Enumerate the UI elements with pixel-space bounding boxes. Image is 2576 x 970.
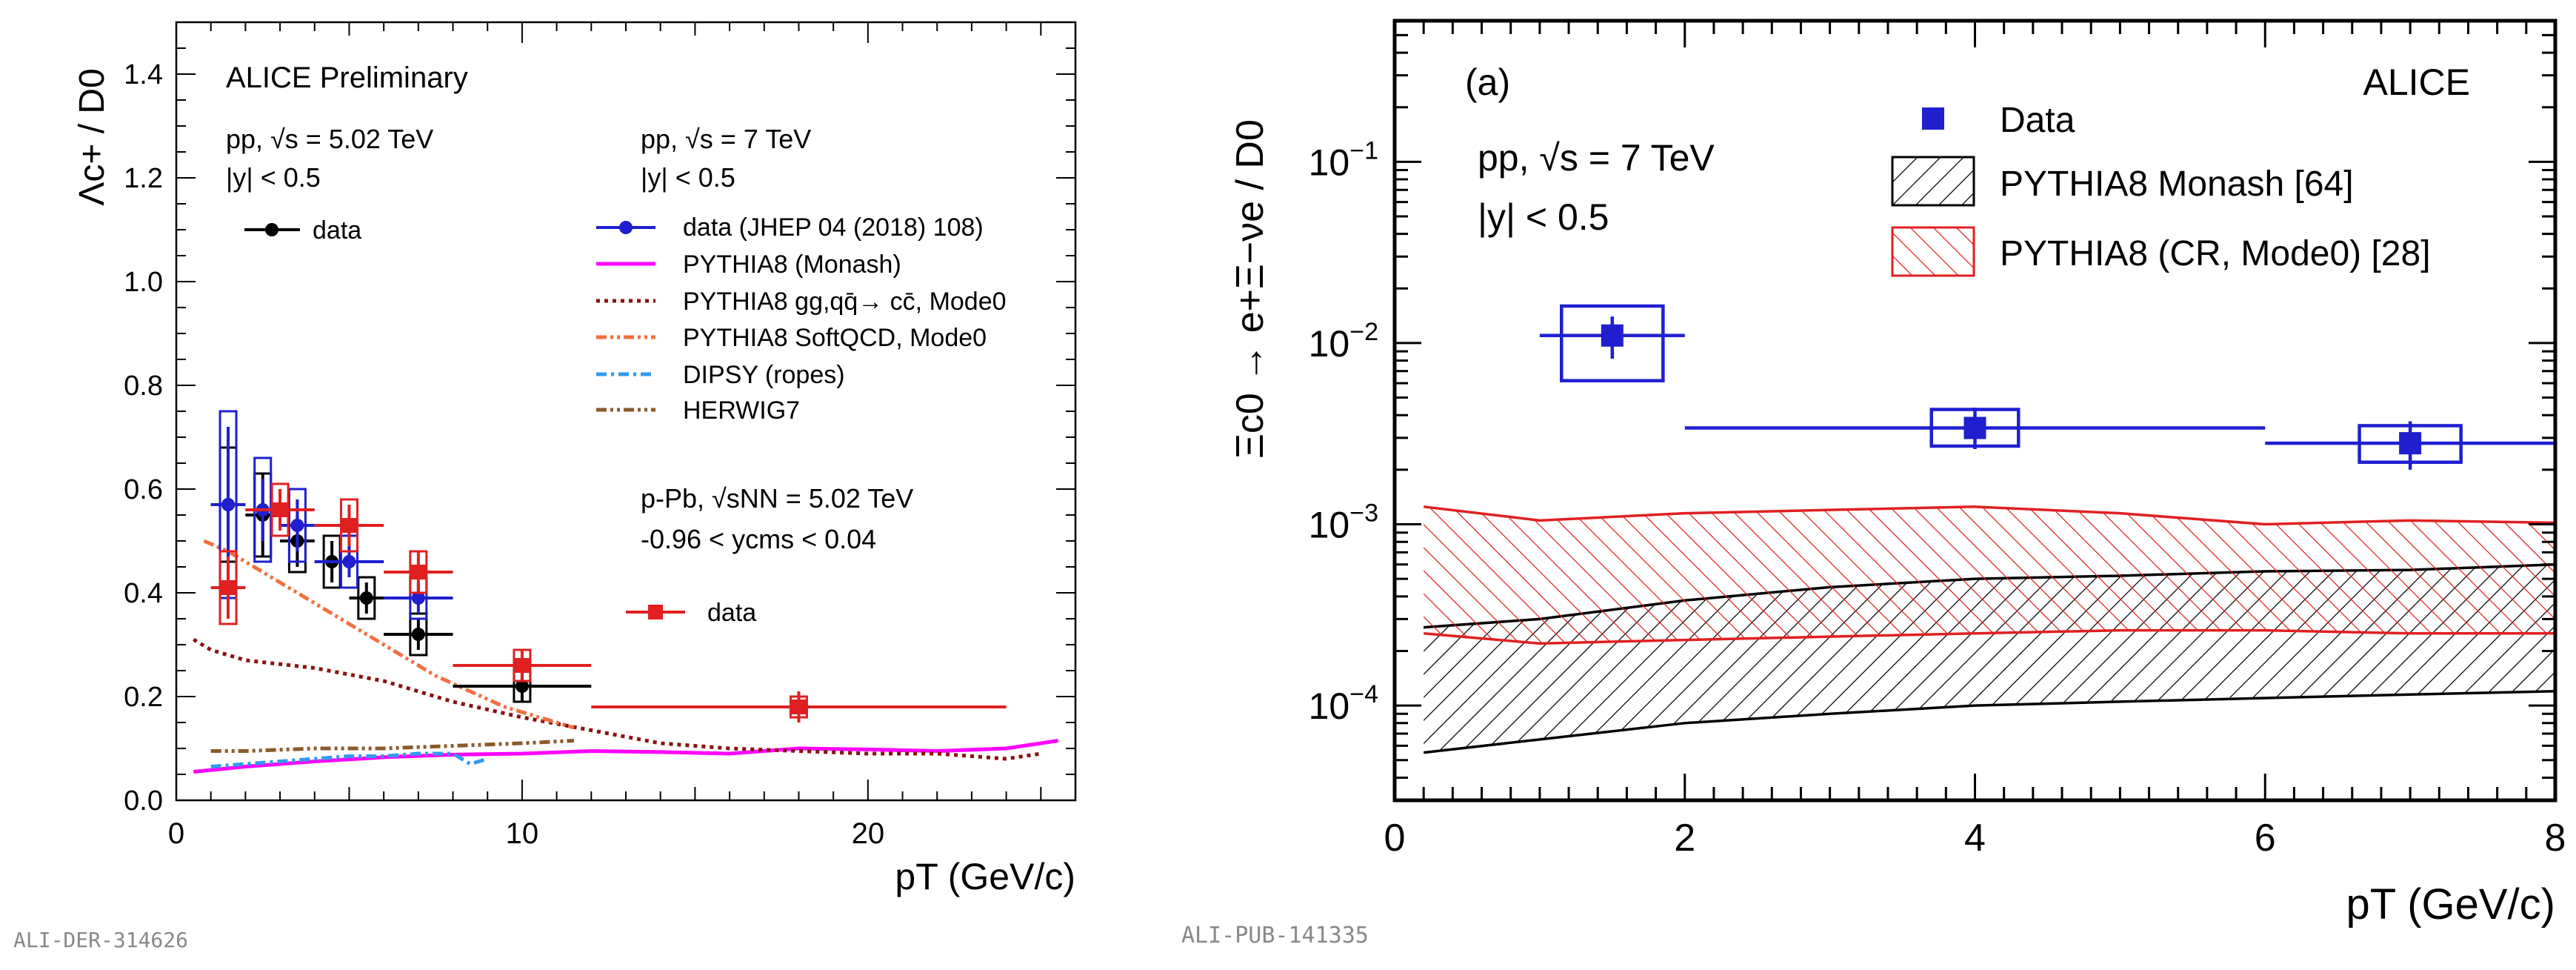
data-point — [2399, 432, 2422, 455]
annotation-ppb-y: -0.96 < ycms < 0.04 — [641, 524, 876, 554]
legend-mode0: PYTHIA8 gg,qq̄→ cc̄, Mode0 — [683, 288, 1007, 316]
data-point — [359, 591, 373, 605]
right-axis-ticks: 10−4 10−3 10−2 10−1 0 2 4 6 8 — [1309, 21, 2566, 860]
annotation-rapidity: |y| < 0.5 — [1478, 196, 1609, 238]
legend-data: Data — [2000, 101, 2075, 140]
x-tick-label: 0 — [1384, 817, 1406, 860]
right-xlabel: pT (GeV/c) — [2346, 880, 2555, 929]
left-legend: data data (JHEP 04 (2018) 108) PYTHIA8 (… — [244, 213, 1007, 627]
watermark-left: ALI-DER-314626 — [13, 928, 188, 952]
legend-data-blue: data (JHEP 04 (2018) 108) — [683, 213, 984, 242]
x-tick-label: 0 — [168, 817, 184, 850]
y-tick-label: 0.6 — [124, 474, 163, 505]
x-tick-label: 6 — [2255, 817, 2276, 860]
sys-box — [1560, 304, 1665, 382]
x-tick-label: 8 — [2545, 817, 2566, 860]
y-tick-label: 10−4 — [1309, 680, 1378, 727]
left-model-curves — [193, 539, 1059, 774]
y-tick-label: 0.4 — [124, 578, 163, 609]
annotation-pp502: pp, √s = 5.02 TeV — [226, 124, 433, 154]
data-point — [411, 591, 425, 605]
left-panel: 0.0 0.2 0.4 0.6 0.8 1.0 1.2 1.4 0 10 20 ALICE Prel… — [73, 21, 1077, 897]
right-ylabel: Ξc0 → e+Ξ−νe / D0 — [1229, 119, 1272, 459]
annotation-pp7-y: |y| < 0.5 — [641, 162, 735, 193]
data-point — [273, 502, 288, 517]
band-lower-edge — [1423, 689, 2555, 754]
legend-dipsy: DIPSY (ropes) — [683, 361, 845, 389]
legend-monash-band: PYTHIA8 Monash [64] — [2000, 165, 2354, 204]
data-point — [1963, 416, 1986, 439]
band-lower-edge — [1424, 628, 2555, 645]
right-data-points — [1539, 304, 2555, 470]
y-tick-label: 1.2 — [124, 163, 163, 194]
watermark-right: ALI-PUB-141335 — [1181, 923, 1369, 949]
annotation-pp7: pp, √s = 7 TeV — [641, 124, 811, 154]
data-point — [221, 580, 236, 595]
model-band — [1424, 506, 2555, 644]
band-upper-edge — [1423, 505, 2555, 526]
legend-softqcd: PYTHIA8 SoftQCD, Mode0 — [683, 324, 987, 352]
y-tick-label: 1.4 — [124, 59, 163, 90]
x-tick-label: 4 — [1964, 817, 1986, 860]
legend-data-red: data — [707, 599, 756, 627]
model-curve — [203, 539, 575, 730]
y-tick-label: 0.2 — [124, 682, 163, 713]
legend-monash: PYTHIA8 (Monash) — [683, 250, 901, 279]
x-tick-label: 10 — [506, 817, 539, 850]
y-tick-label: 10−3 — [1309, 499, 1378, 546]
data-point — [290, 519, 304, 532]
x-tick-label: 2 — [1674, 817, 1695, 860]
data-point — [342, 555, 356, 568]
y-tick-label: 0.8 — [124, 371, 163, 402]
left-xlabel: pT (GeV/c) — [895, 856, 1075, 897]
right-panel: 10−410−310−210−10 2 4 6 8 Ξc0 → e+Ξ−νe / D0 … — [1229, 19, 2566, 929]
annotation-system: pp, √s = 7 TeV — [1478, 137, 1715, 179]
left-data-points — [210, 410, 1007, 722]
data-point — [514, 658, 530, 673]
legend-data-black: data — [313, 216, 361, 245]
data-point — [411, 628, 425, 641]
y-tick-label: 10−2 — [1309, 318, 1378, 365]
experiment-label: ALICE — [2363, 62, 2470, 103]
annotation-ppb: p-Pb, √sNN = 5.02 TeV — [641, 483, 913, 514]
y-tick-label: 0.0 — [124, 785, 163, 817]
left-axis-ticks: 0.0 0.2 0.4 0.6 0.8 1.0 1.2 1.4 0 10 20 — [124, 21, 1076, 850]
y-tick-label: 1.0 — [124, 267, 163, 298]
data-point — [221, 498, 236, 511]
data-point — [791, 700, 807, 714]
model-curve — [193, 637, 1041, 761]
legend-cr-band: PYTHIA8 (CR, Mode0) [28] — [2000, 234, 2431, 273]
x-tick-label: 20 — [852, 817, 885, 850]
legend-herwig: HERWIG7 — [683, 396, 800, 425]
left-ylabel: Λc+ / D0 — [73, 68, 112, 205]
data-point — [1601, 324, 1624, 347]
data-point — [515, 680, 529, 693]
panel-label: (a) — [1465, 62, 1510, 103]
y-tick-label: 10−1 — [1309, 136, 1378, 183]
model-curve — [193, 739, 1059, 774]
model-curve — [210, 739, 575, 753]
data-point — [410, 565, 426, 579]
right-legend: Data PYTHIA8 Monash [64] PYTHIA8 (CR, Mo… — [1891, 101, 2431, 277]
annotation-pp502-y: |y| < 0.5 — [226, 162, 321, 193]
right-model-bands — [1423, 505, 2555, 754]
model-curve — [210, 751, 488, 768]
left-title: ALICE Preliminary — [226, 62, 468, 94]
data-point — [341, 518, 357, 533]
